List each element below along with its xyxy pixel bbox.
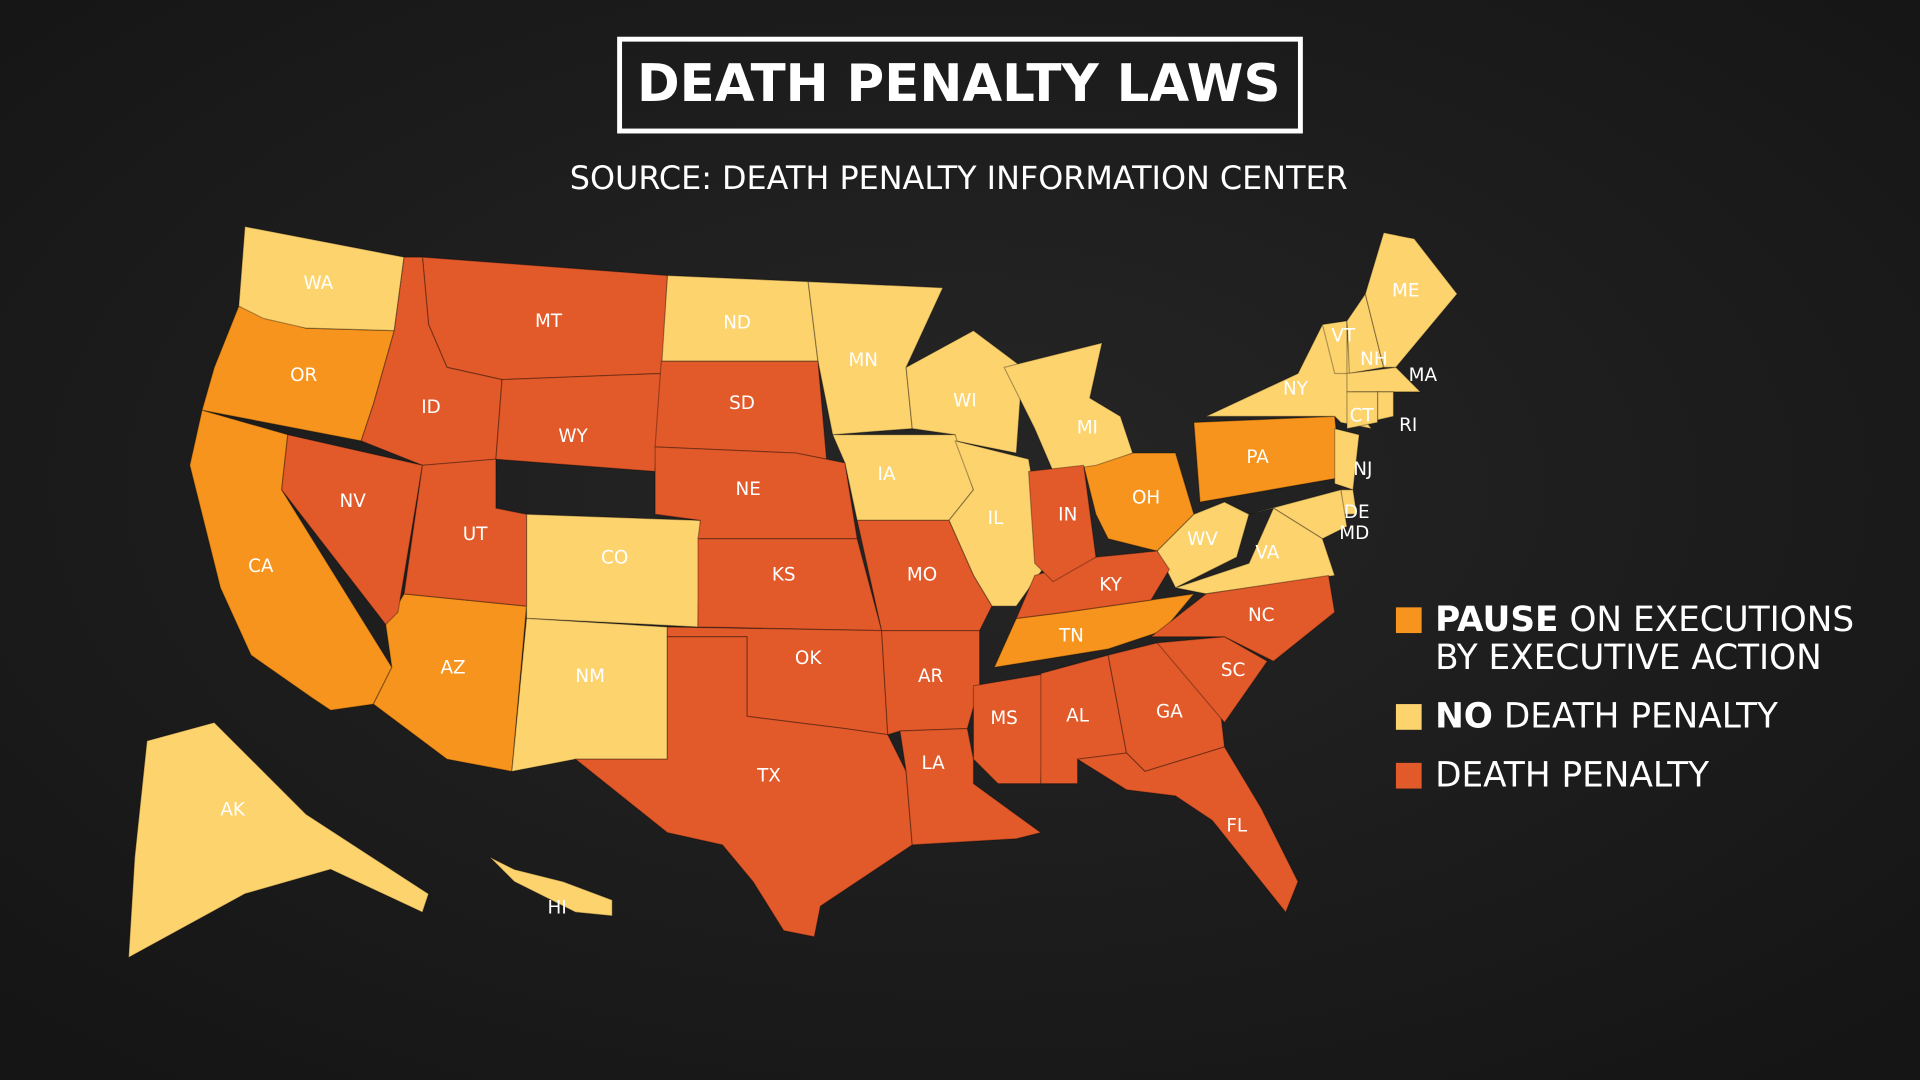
state-label: AK	[220, 800, 246, 821]
state-label: TN	[1058, 626, 1084, 647]
state	[1248, 489, 1348, 540]
states	[127, 225, 1458, 959]
state-label: TX	[756, 765, 781, 786]
state	[1376, 391, 1395, 421]
state-label: IL	[988, 508, 1004, 529]
state	[1346, 366, 1422, 393]
state-label: UT	[463, 524, 488, 545]
state-label: WV	[1187, 529, 1218, 550]
source: SOURCE: DEATH PENALTY INFORMATION CENTER	[570, 159, 1348, 197]
state-label: FL	[1226, 816, 1248, 837]
state	[525, 513, 702, 628]
state-label: SC	[1221, 660, 1245, 681]
state-label: ID	[421, 397, 441, 418]
state	[403, 458, 528, 607]
state	[1364, 232, 1458, 368]
legend-rest: ON EXECUTIONS	[1569, 599, 1854, 639]
state-label: LA	[921, 753, 945, 774]
state-label: CA	[248, 556, 274, 577]
state-label: NV	[340, 491, 367, 512]
state-label: CO	[601, 547, 628, 568]
state	[574, 636, 913, 938]
legend-swatch	[1395, 762, 1422, 789]
legend-swatch	[1395, 607, 1422, 634]
state-label: AR	[918, 666, 944, 687]
state-label: WA	[304, 273, 334, 294]
state-label: GA	[1156, 702, 1183, 723]
state	[905, 330, 1024, 454]
legend-label: BY EXECUTIVE ACTION	[1435, 637, 1822, 677]
state-label: WY	[558, 426, 588, 447]
state-label: ND	[723, 312, 751, 333]
legend-bold: PAUSE	[1435, 599, 1558, 639]
state-label: IN	[1058, 505, 1077, 526]
state-label: AZ	[440, 658, 465, 679]
state	[1156, 636, 1268, 724]
state-label: KY	[1099, 574, 1122, 595]
state-label: VT	[1331, 326, 1356, 347]
state-label: MT	[535, 311, 563, 332]
state-label: KS	[772, 565, 796, 586]
state-label: CT	[1350, 405, 1375, 426]
state-label: HI	[548, 898, 567, 919]
state	[489, 856, 613, 917]
state-label: NH	[1360, 349, 1388, 370]
state	[511, 617, 668, 773]
legend-rest: DEATH PENALTY	[1504, 696, 1778, 736]
state-label: VA	[1255, 542, 1279, 563]
state-label: PA	[1246, 447, 1269, 468]
state	[1003, 342, 1134, 473]
state	[972, 672, 1048, 785]
state	[1150, 574, 1336, 662]
state	[1346, 391, 1379, 430]
state	[1027, 464, 1097, 583]
state-label: IA	[878, 464, 896, 485]
state	[1076, 746, 1299, 913]
state	[1015, 550, 1171, 619]
state-label: OR	[290, 365, 317, 386]
state-label: NE	[735, 479, 760, 500]
state	[495, 372, 662, 473]
state-label: MD	[1339, 523, 1369, 544]
legend-rest: DEATH PENALTY	[1435, 755, 1709, 795]
state-label: SD	[729, 393, 755, 414]
state	[127, 721, 430, 959]
state-label: NJ	[1353, 459, 1372, 480]
title-box	[617, 36, 1303, 134]
state	[899, 727, 1042, 846]
state	[1156, 501, 1250, 589]
legend-label: NO DEATH PENALTY	[1435, 696, 1778, 736]
state-label: MS	[990, 708, 1018, 729]
state-label: NM	[575, 666, 605, 687]
state-label: WI	[953, 391, 977, 412]
state	[372, 593, 528, 773]
state-label: MA	[1409, 365, 1438, 386]
state-label: NC	[1248, 605, 1275, 626]
state-label: AL	[1066, 705, 1090, 726]
state-label: MI	[1077, 418, 1098, 439]
legend-label: DEATH PENALTY	[1435, 755, 1709, 795]
legend-rest: BY EXECUTIVE ACTION	[1435, 637, 1822, 677]
state-label: NY	[1283, 378, 1309, 399]
state-label: OH	[1132, 487, 1160, 508]
state	[281, 434, 424, 626]
state	[993, 593, 1195, 668]
legend-label: PAUSE ON EXECUTIONS	[1435, 599, 1854, 639]
title: DEATH PENALTY LAWS	[637, 54, 1281, 114]
legend-swatch	[1395, 704, 1422, 730]
state-label: MN	[848, 350, 878, 371]
state-label: RI	[1399, 415, 1417, 436]
state-label: ME	[1392, 280, 1419, 301]
state-label: MO	[907, 565, 937, 586]
legend-bold: NO	[1435, 696, 1493, 736]
state-label: OK	[795, 648, 822, 669]
state-label: DE	[1344, 502, 1370, 523]
